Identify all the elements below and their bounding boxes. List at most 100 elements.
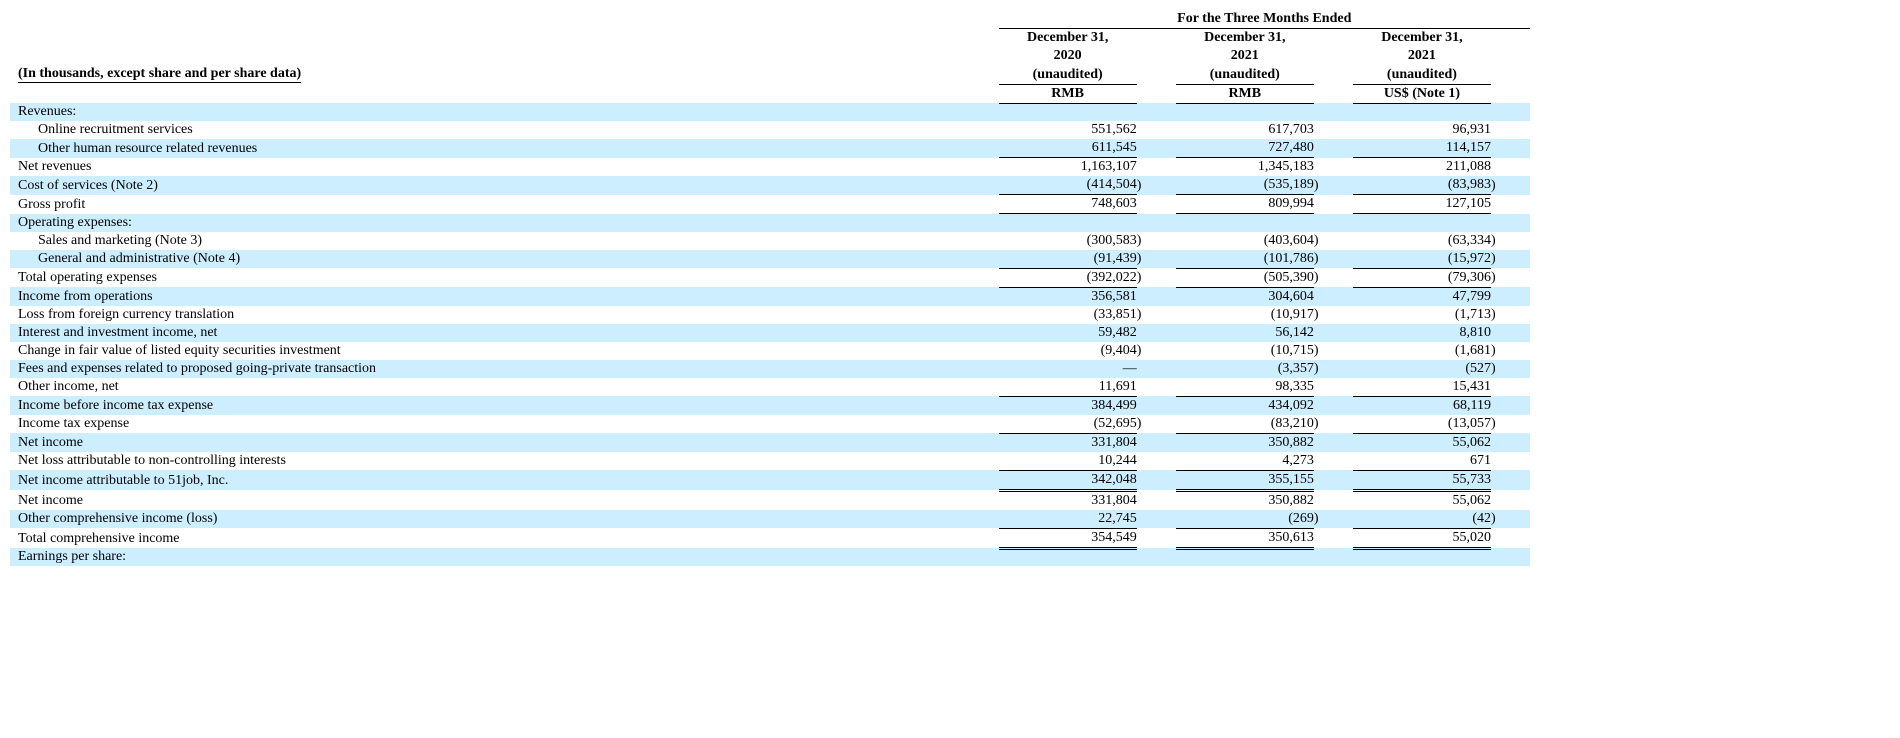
cell-value xyxy=(1353,214,1491,232)
cell-value: 1,345,183 xyxy=(1176,158,1314,177)
closing-paren: ) xyxy=(1491,250,1530,269)
cell-value: 8,810 xyxy=(1353,324,1491,342)
closing-paren: ) xyxy=(1137,232,1176,250)
cell-value: 350,613 xyxy=(1176,528,1314,548)
row-label: Income before income tax expense xyxy=(10,396,999,415)
cell-value: (300,583 xyxy=(999,232,1137,250)
row-label: Cost of services (Note 2) xyxy=(10,176,999,195)
cell-value: 350,882 xyxy=(1176,490,1314,510)
row-label: Fees and expenses related to proposed go… xyxy=(10,360,999,378)
closing-paren: ) xyxy=(1491,176,1530,195)
cell-value xyxy=(1176,548,1314,566)
cell-value: 211,088 xyxy=(1353,158,1491,177)
cell-value xyxy=(999,214,1137,232)
cell-value: — xyxy=(999,360,1137,378)
closing-paren: ) xyxy=(1491,342,1530,360)
row-label: Earnings per share: xyxy=(10,548,999,566)
cell-value: 56,142 xyxy=(1176,324,1314,342)
cell-value: (13,057 xyxy=(1353,415,1491,434)
closing-paren: ) xyxy=(1314,176,1353,195)
cell-value: (91,439 xyxy=(999,250,1137,269)
cell-value: 384,499 xyxy=(999,396,1137,415)
col-header-3-l2: 2021 xyxy=(1353,47,1491,65)
table-row: Income tax expense(52,695)(83,210)(13,05… xyxy=(10,415,1530,434)
table-row: Revenues: xyxy=(10,103,1530,121)
col-header-1-l2: 2020 xyxy=(999,47,1137,65)
cell-value: 355,155 xyxy=(1176,470,1314,490)
closing-paren: ) xyxy=(1314,342,1353,360)
row-label: Net income attributable to 51job, Inc. xyxy=(10,470,999,490)
table-row: Earnings per share: xyxy=(10,548,1530,566)
cell-value: (414,504 xyxy=(999,176,1137,195)
col-header-1-l3: (unaudited) xyxy=(999,65,1137,84)
row-label: Online recruitment services xyxy=(10,121,999,139)
cell-value: 809,994 xyxy=(1176,195,1314,214)
closing-paren: ) xyxy=(1314,510,1353,529)
cell-value: (403,604 xyxy=(1176,232,1314,250)
table-row: Total operating expenses(392,022)(505,39… xyxy=(10,268,1530,287)
cell-value: (10,715 xyxy=(1176,342,1314,360)
row-label: Total operating expenses xyxy=(10,268,999,287)
row-label: Net income xyxy=(10,433,999,452)
cell-value: 727,480 xyxy=(1176,139,1314,158)
cell-value: (1,681 xyxy=(1353,342,1491,360)
closing-paren: ) xyxy=(1137,268,1176,287)
cell-value: (15,972 xyxy=(1353,250,1491,269)
col-header-3-l3: (unaudited) xyxy=(1353,65,1491,84)
row-label: Net loss attributable to non-controlling… xyxy=(10,452,999,471)
col-header-2-l3: (unaudited) xyxy=(1176,65,1314,84)
cell-value: 114,157 xyxy=(1353,139,1491,158)
cell-value: 671 xyxy=(1353,452,1491,471)
cell-value: 22,745 xyxy=(999,510,1137,529)
row-label: Change in fair value of listed equity se… xyxy=(10,342,999,360)
closing-paren: ) xyxy=(1491,510,1530,529)
row-label: Interest and investment income, net xyxy=(10,324,999,342)
cell-value: 68,119 xyxy=(1353,396,1491,415)
cell-value: 434,092 xyxy=(1176,396,1314,415)
cell-value: 611,545 xyxy=(999,139,1137,158)
cell-value: 331,804 xyxy=(999,433,1137,452)
cell-value: 59,482 xyxy=(999,324,1137,342)
row-label: Other comprehensive income (loss) xyxy=(10,510,999,529)
table-row: Net income attributable to 51job, Inc.34… xyxy=(10,470,1530,490)
table-row: Other human resource related revenues611… xyxy=(10,139,1530,158)
cell-value: 55,062 xyxy=(1353,433,1491,452)
cell-value xyxy=(1176,214,1314,232)
table-row: Net revenues1,163,1071,345,183211,088 xyxy=(10,158,1530,177)
header-spanner-row: For the Three Months Ended xyxy=(10,10,1530,29)
header-row-1: December 31, December 31, December 31, xyxy=(10,29,1530,48)
table-row: Gross profit748,603809,994127,105 xyxy=(10,195,1530,214)
cell-value: (63,334 xyxy=(1353,232,1491,250)
closing-paren: ) xyxy=(1491,360,1530,378)
row-label: Net revenues xyxy=(10,158,999,177)
cell-value: 617,703 xyxy=(1176,121,1314,139)
col-header-3-l4: US$ (Note 1) xyxy=(1353,84,1491,103)
table-row: Loss from foreign currency translation(3… xyxy=(10,306,1530,324)
cell-value: 551,562 xyxy=(999,121,1137,139)
header-row-2: 2020 2021 2021 xyxy=(10,47,1530,65)
header-row-3: (In thousands, except share and per shar… xyxy=(10,65,1530,84)
table-row: Net income331,804 350,882 55,062 xyxy=(10,490,1530,510)
row-label: Net income xyxy=(10,490,999,510)
cell-value: 331,804 xyxy=(999,490,1137,510)
row-label: Operating expenses: xyxy=(10,214,999,232)
cell-value: 55,733 xyxy=(1353,470,1491,490)
cell-value: (10,917 xyxy=(1176,306,1314,324)
cell-value: 96,931 xyxy=(1353,121,1491,139)
table-row: Sales and marketing (Note 3)(300,583)(40… xyxy=(10,232,1530,250)
row-label: Sales and marketing (Note 3) xyxy=(10,232,999,250)
closing-paren: ) xyxy=(1314,360,1353,378)
row-label: Gross profit xyxy=(10,195,999,214)
cell-value: 350,882 xyxy=(1176,433,1314,452)
cell-value: (101,786 xyxy=(1176,250,1314,269)
col-header-2-l2: 2021 xyxy=(1176,47,1314,65)
cell-value: (505,390 xyxy=(1176,268,1314,287)
header-row-4: RMB RMB US$ (Note 1) xyxy=(10,84,1530,103)
cell-value: (269 xyxy=(1176,510,1314,529)
cell-value: 47,799 xyxy=(1353,287,1491,306)
cell-value xyxy=(1353,548,1491,566)
cell-value: 55,062 xyxy=(1353,490,1491,510)
cell-value: 342,048 xyxy=(999,470,1137,490)
col-header-1-l1: December 31, xyxy=(999,29,1137,48)
cell-value: 354,549 xyxy=(999,528,1137,548)
